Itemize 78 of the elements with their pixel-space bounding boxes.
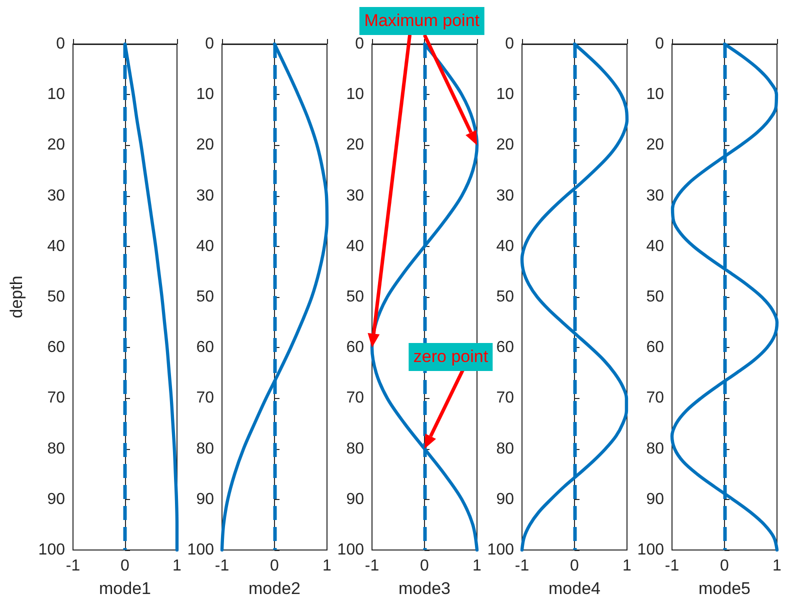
x-tick-label: 0 — [570, 558, 580, 574]
y-tick-label: 80 — [47, 440, 66, 458]
y-tick-label: 30 — [496, 187, 514, 204]
y-tick-label: 50 — [47, 288, 66, 306]
y-tick-label: 50 — [346, 288, 364, 306]
y-tick-label: 70 — [496, 390, 514, 407]
y-tick-label: 70 — [196, 390, 214, 407]
y-tick-label: 40 — [196, 238, 214, 255]
text: Maximum point — [359, 6, 485, 35]
y-tick-label: 30 — [346, 187, 364, 204]
y-tick-label: 100 — [337, 542, 364, 558]
x-tick-label: -1 — [364, 558, 380, 574]
y-tick-label: 60 — [196, 339, 214, 356]
x-axis-title: mode3 — [398, 579, 450, 598]
y-tick-label: 40 — [646, 238, 664, 255]
y-tick-label: 10 — [196, 86, 214, 104]
y-tick-label: 70 — [346, 390, 364, 407]
y-tick-label: 50 — [196, 288, 214, 306]
y-tick-label: 20 — [646, 136, 664, 154]
y-tick-label: 60 — [47, 339, 66, 356]
x-axis-title: mode4 — [548, 579, 600, 598]
x-tick-label: 1 — [772, 558, 782, 574]
y-tick-label: 30 — [646, 187, 664, 204]
y-tick-label: 20 — [496, 136, 514, 154]
y-tick-label: 60 — [496, 339, 514, 356]
y-tick-label: 50 — [646, 288, 664, 306]
x-tick-label: 0 — [120, 558, 130, 574]
y-tick-label: 10 — [646, 86, 664, 104]
x-tick-label: -1 — [214, 558, 230, 574]
y-tick-label: 20 — [47, 136, 66, 154]
x-axis-title: mode1 — [99, 579, 151, 598]
y-tick-label: 90 — [196, 490, 214, 508]
y-tick-label: 80 — [646, 440, 664, 458]
x-tick-label: 1 — [322, 558, 332, 574]
y-tick-label: 90 — [646, 490, 664, 508]
y-tick-label: 70 — [47, 390, 66, 407]
y-tick-label: 90 — [47, 490, 66, 508]
y-tick-label: 10 — [496, 86, 514, 104]
y-tick-label: 40 — [47, 238, 66, 255]
y-tick-label: 0 — [505, 36, 514, 52]
x-tick-label: -1 — [66, 558, 80, 574]
y-tick-label: 0 — [56, 36, 66, 52]
x-tick-label: 0 — [270, 558, 280, 574]
y-tick-label: 80 — [346, 440, 364, 458]
y-tick-label: 80 — [496, 440, 514, 458]
y-tick-label: 20 — [346, 136, 364, 154]
y-tick-label: 70 — [646, 390, 664, 407]
annotation: zero point — [408, 342, 494, 371]
x-tick-label: -1 — [514, 558, 530, 574]
x-tick-label: 1 — [172, 558, 182, 574]
x-axis-title: mode5 — [698, 579, 750, 598]
y-tick-label: 80 — [196, 440, 214, 458]
y-tick-label: 0 — [205, 36, 214, 52]
y-tick-label: 20 — [196, 136, 214, 154]
x-tick-label: -1 — [664, 558, 680, 574]
y-tick-label: 40 — [346, 238, 364, 255]
x-tick-label: 1 — [622, 558, 632, 574]
y-tick-label: 100 — [187, 542, 214, 558]
y-tick-label: 50 — [496, 288, 514, 306]
y-tick-label: 0 — [355, 36, 364, 52]
y-tick-label: 30 — [196, 187, 214, 204]
y-tick-label: 40 — [496, 238, 514, 255]
y-tick-label: 30 — [47, 187, 66, 204]
y-tick-label: 100 — [38, 542, 66, 558]
y-tick-label: 10 — [47, 86, 66, 104]
y-axis-title: depth — [7, 276, 26, 318]
y-tick-label: 90 — [496, 490, 514, 508]
y-tick-label: 60 — [646, 339, 664, 356]
x-tick-label: 1 — [472, 558, 482, 574]
y-tick-label: 10 — [346, 86, 364, 104]
x-axis-title: mode2 — [248, 579, 300, 598]
x-tick-label: 0 — [420, 558, 430, 574]
y-tick-label: 90 — [346, 490, 364, 508]
y-tick-label: 60 — [346, 339, 364, 356]
y-tick-label: 100 — [487, 542, 514, 558]
y-tick-label: 0 — [655, 36, 664, 52]
y-tick-label: 100 — [637, 542, 664, 558]
x-tick-label: 0 — [720, 558, 730, 574]
